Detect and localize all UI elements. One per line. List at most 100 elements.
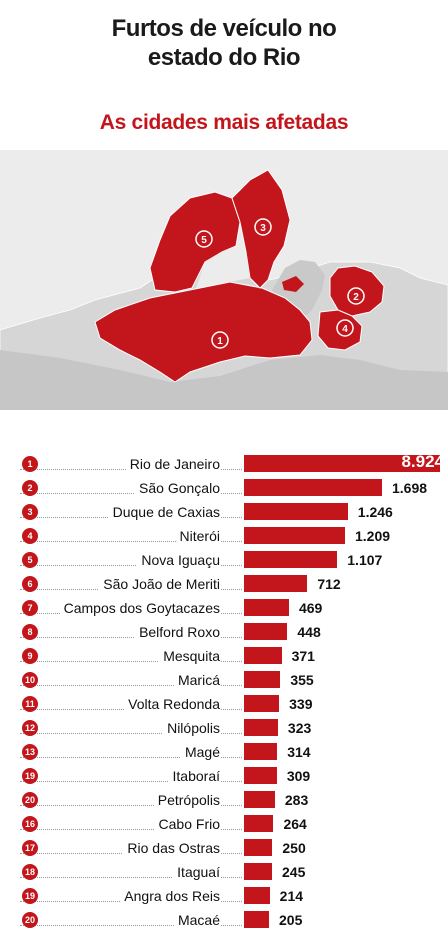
bar-row: 1 Rio de Janeiro 8.924: [0, 452, 448, 476]
map-marker-2: 2: [347, 287, 365, 305]
bar: [244, 623, 288, 640]
rank-badge: 11: [22, 696, 38, 712]
map-marker-3: 3: [254, 218, 272, 236]
rank-badge: 17: [22, 840, 38, 856]
title-line-2: estado do Rio: [147, 44, 301, 71]
map-marker-5: 5: [195, 230, 213, 248]
category-label: São João de Meriti: [99, 575, 220, 593]
rank-badge: 20: [22, 912, 38, 928]
bar: [244, 647, 282, 664]
map-marker-1-label: 1: [217, 336, 223, 347]
leader-dots: [20, 637, 242, 638]
category-label: São Gonçalo: [135, 479, 220, 497]
value-label: 8.924: [401, 452, 444, 471]
bar-row: 9 Mesquita 371: [0, 644, 448, 668]
bar-row: 11 Volta Redonda 339: [0, 692, 448, 716]
bar-row: 16 Cabo Frio 264: [0, 812, 448, 836]
bar-row: 19 Angra dos Reis 214: [0, 884, 448, 908]
leader-dots: [20, 661, 242, 662]
bar: [244, 839, 273, 856]
rank-badge: 4: [22, 528, 38, 544]
map-region-niteroi: [317, 309, 363, 351]
bar: [244, 455, 440, 472]
bar: [244, 671, 281, 688]
bar-row: 13 Magé 314: [0, 740, 448, 764]
value-label: 314: [287, 744, 311, 760]
map-marker-2-label: 2: [353, 292, 359, 303]
map-region-rio-de-janeiro: [94, 281, 313, 383]
category-label: Niterói: [175, 527, 220, 545]
bar-row: 12 Nilópolis 323: [0, 716, 448, 740]
value-label: 469: [298, 600, 323, 616]
map-marker-5-label: 5: [201, 235, 207, 246]
rank-badge: 12: [22, 720, 38, 736]
chart-title: Furtos de veículo no estado do Rio: [0, 14, 448, 72]
bar-row: 2 São Gonçalo 1.698: [0, 476, 448, 500]
bar: [244, 863, 273, 880]
rank-badge: 19: [22, 888, 38, 904]
bar-row: 8 Belford Roxo 448: [0, 620, 448, 644]
value-label: 309: [286, 768, 311, 784]
value-label: 283: [284, 792, 309, 808]
bar: [244, 503, 348, 520]
category-label: Nilópolis: [163, 719, 220, 737]
bar-row: 19 Itaboraí 309: [0, 764, 448, 788]
bar: [244, 887, 270, 904]
bar-row: 20 Petrópolis 283: [0, 788, 448, 812]
category-label: Belford Roxo: [135, 623, 220, 641]
rank-badge: 1: [22, 456, 38, 472]
rank-badge: 10: [22, 672, 38, 688]
category-label: Petrópolis: [153, 791, 220, 809]
bar-row: 10 Maricá 355: [0, 668, 448, 692]
value-label: 712: [317, 576, 341, 592]
rank-badge: 20: [22, 792, 38, 808]
rank-badge: 13: [22, 744, 38, 760]
leader-dots: [20, 757, 242, 758]
bar: [244, 719, 278, 736]
bar-row: 5 Nova Iguaçu 1.107: [0, 548, 448, 572]
map-marker-4: 4: [336, 319, 354, 337]
value-label: 245: [282, 864, 306, 880]
rank-badge: 9: [22, 648, 38, 664]
value-label: 448: [297, 624, 321, 640]
value-label: 371: [291, 648, 315, 664]
category-label: Magé: [180, 743, 220, 761]
bar: [244, 767, 277, 784]
value-label: 1.107: [347, 552, 383, 568]
title-line-1: Furtos de veículo no: [111, 15, 337, 42]
category-label: Campos dos Goytacazes: [59, 599, 220, 617]
category-label: Angra dos Reis: [120, 887, 220, 905]
rank-badge: 3: [22, 504, 38, 520]
leader-dots: [20, 829, 242, 830]
map-ocean: [0, 350, 448, 410]
leader-dots: [20, 877, 242, 878]
bar: [244, 599, 289, 616]
bar-row: 3 Duque de Caxias 1.246: [0, 500, 448, 524]
bar-row: 4 Niterói 1.209: [0, 524, 448, 548]
bar: [244, 479, 382, 496]
value-label: 1.246: [357, 504, 393, 520]
category-label: Rio de Janeiro: [125, 455, 220, 473]
rank-badge: 18: [22, 864, 38, 880]
rank-badge: 5: [22, 552, 38, 568]
leader-dots: [20, 565, 242, 566]
map-region-sao-goncalo: [329, 265, 385, 317]
rank-badge: 16: [22, 816, 38, 832]
map-marker-3-label: 3: [260, 223, 266, 234]
chart-subtitle: As cidades mais afetadas: [99, 111, 349, 134]
category-label: Mesquita: [159, 647, 220, 665]
map-region-fragment: [282, 276, 304, 292]
bar: [244, 911, 269, 928]
rio-map: 1 2 3 4 5: [0, 150, 448, 410]
category-label: Volta Redonda: [124, 695, 220, 713]
map-region-nova-iguacu: [149, 191, 241, 293]
category-label: Cabo Frio: [154, 815, 220, 833]
map-marker-4-label: 4: [342, 324, 348, 335]
bar-row: 6 São João de Meriti 712: [0, 572, 448, 596]
bar-row: 17 Rio das Ostras 250: [0, 836, 448, 860]
value-label: 339: [289, 696, 313, 712]
map-inner-gap: [196, 246, 250, 288]
category-label: Macaé: [173, 911, 220, 929]
rio-map-svg: 1 2 3 4 5: [0, 169, 448, 410]
value-label: 355: [290, 672, 314, 688]
